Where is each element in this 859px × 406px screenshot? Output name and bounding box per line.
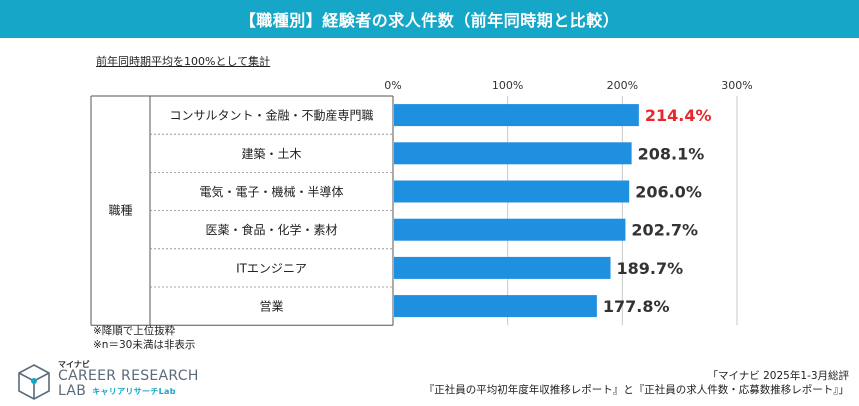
value-label: 189.7%	[617, 259, 684, 278]
footnote-1: ※降順で上位抜粋	[93, 325, 176, 337]
basis-note: 前年同時期平均を100%として集計	[96, 55, 271, 68]
x-tick-label: 200%	[606, 79, 639, 92]
bar	[394, 104, 639, 127]
logo-sub: マイナビ	[58, 360, 90, 369]
source-line-1: 「マイナビ 2025年1-3月総評	[707, 370, 850, 382]
cube-logo-icon	[18, 364, 50, 400]
category-label: 営業	[259, 300, 283, 314]
footnote-2: ※n＝30未満は非表示	[93, 339, 196, 351]
source-line-2: 『正社員の平均初年度年収推移レポート』と『正社員の求人件数・応募数推移レポート』…	[423, 384, 849, 396]
value-label: 208.1%	[638, 144, 705, 163]
chart-title: 【職種別】経験者の求人件数（前年同時期と比較）	[0, 0, 859, 38]
category-label: 建築・土木	[241, 146, 301, 161]
category-label: コンサルタント・金融・不動産専門職	[169, 108, 373, 123]
bar	[394, 256, 611, 279]
category-label: ITエンジニア	[236, 261, 307, 275]
bar	[394, 218, 626, 241]
bar	[394, 142, 632, 165]
logo-line2: LAB	[58, 383, 87, 399]
footnotes: ※降順で上位抜粋 ※n＝30未満は非表示	[93, 324, 195, 352]
bar	[394, 180, 630, 203]
logo-line1: CAREER RESEARCH	[58, 368, 199, 384]
logo-jp: キャリアリサーチLab	[92, 387, 176, 396]
source-note: 「マイナビ 2025年1-3月総評 『正社員の平均初年度年収推移レポート』と『正…	[424, 369, 849, 397]
career-research-lab-logo: マイナビ CAREER RESEARCH LAB キャリアリサーチLab	[16, 360, 206, 402]
value-label: 202.7%	[631, 221, 698, 240]
bar-chart: 職種 コンサルタント・金融・不動産専門職 214.4% 建築・土木 208.1% 電気・電…	[90, 95, 738, 326]
x-tick-label: 300%	[721, 79, 753, 92]
value-label: 214.4%	[645, 106, 712, 125]
x-tick-label: 0%	[384, 79, 402, 92]
group-label: 職種	[108, 204, 132, 218]
category-label: 医薬・食品・化学・素材	[205, 222, 337, 237]
category-label: 電気・電子・機械・半導体	[199, 184, 343, 199]
x-tick-label: 100%	[491, 79, 524, 92]
bar	[394, 295, 597, 318]
value-label: 206.0%	[635, 183, 702, 202]
value-label: 177.8%	[603, 297, 670, 316]
